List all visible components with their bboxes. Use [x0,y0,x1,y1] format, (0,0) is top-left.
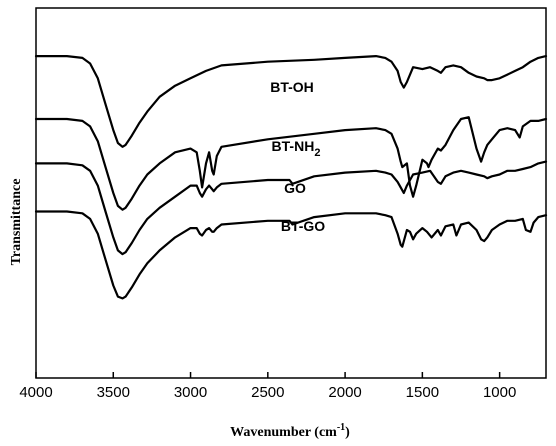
x-tick-label: 2000 [328,384,361,401]
series-label-go: GO [284,180,306,196]
x-axis-title: Wavenumber (cm-1) [230,422,350,440]
x-axis-title-close: ) [345,425,350,440]
series-line-bt-nh2 [34,116,548,211]
axes-group: 4000 3500 3000 2500 2000 1500 1000 [19,7,547,401]
x-tick-label: 3500 [97,384,130,401]
x-axis-title-superscript: -1 [337,422,345,433]
series-line-bt-go [34,210,548,300]
series-label-bt-nh2: BT-NH2 [272,138,321,159]
plot-frame [35,7,547,379]
series-labels-group: BT-OH BT-NH2 GO BT-GO [270,79,325,234]
x-axis-title-main: Wavenumber (cm [230,425,337,440]
x-tick-label: 2500 [251,384,284,401]
x-tick-label: 1500 [406,384,439,401]
series-line-go [34,160,548,256]
spectra-group [34,55,548,300]
series-label-bt-oh: BT-OH [270,79,314,95]
x-tick-label: 1000 [483,384,516,401]
series-line-bt-oh [34,55,548,148]
x-tick-label: 3000 [174,384,207,401]
y-axis-title: Transmittance [9,179,24,266]
x-tick-label: 4000 [19,384,52,401]
series-label-bt-go: BT-GO [281,218,325,234]
